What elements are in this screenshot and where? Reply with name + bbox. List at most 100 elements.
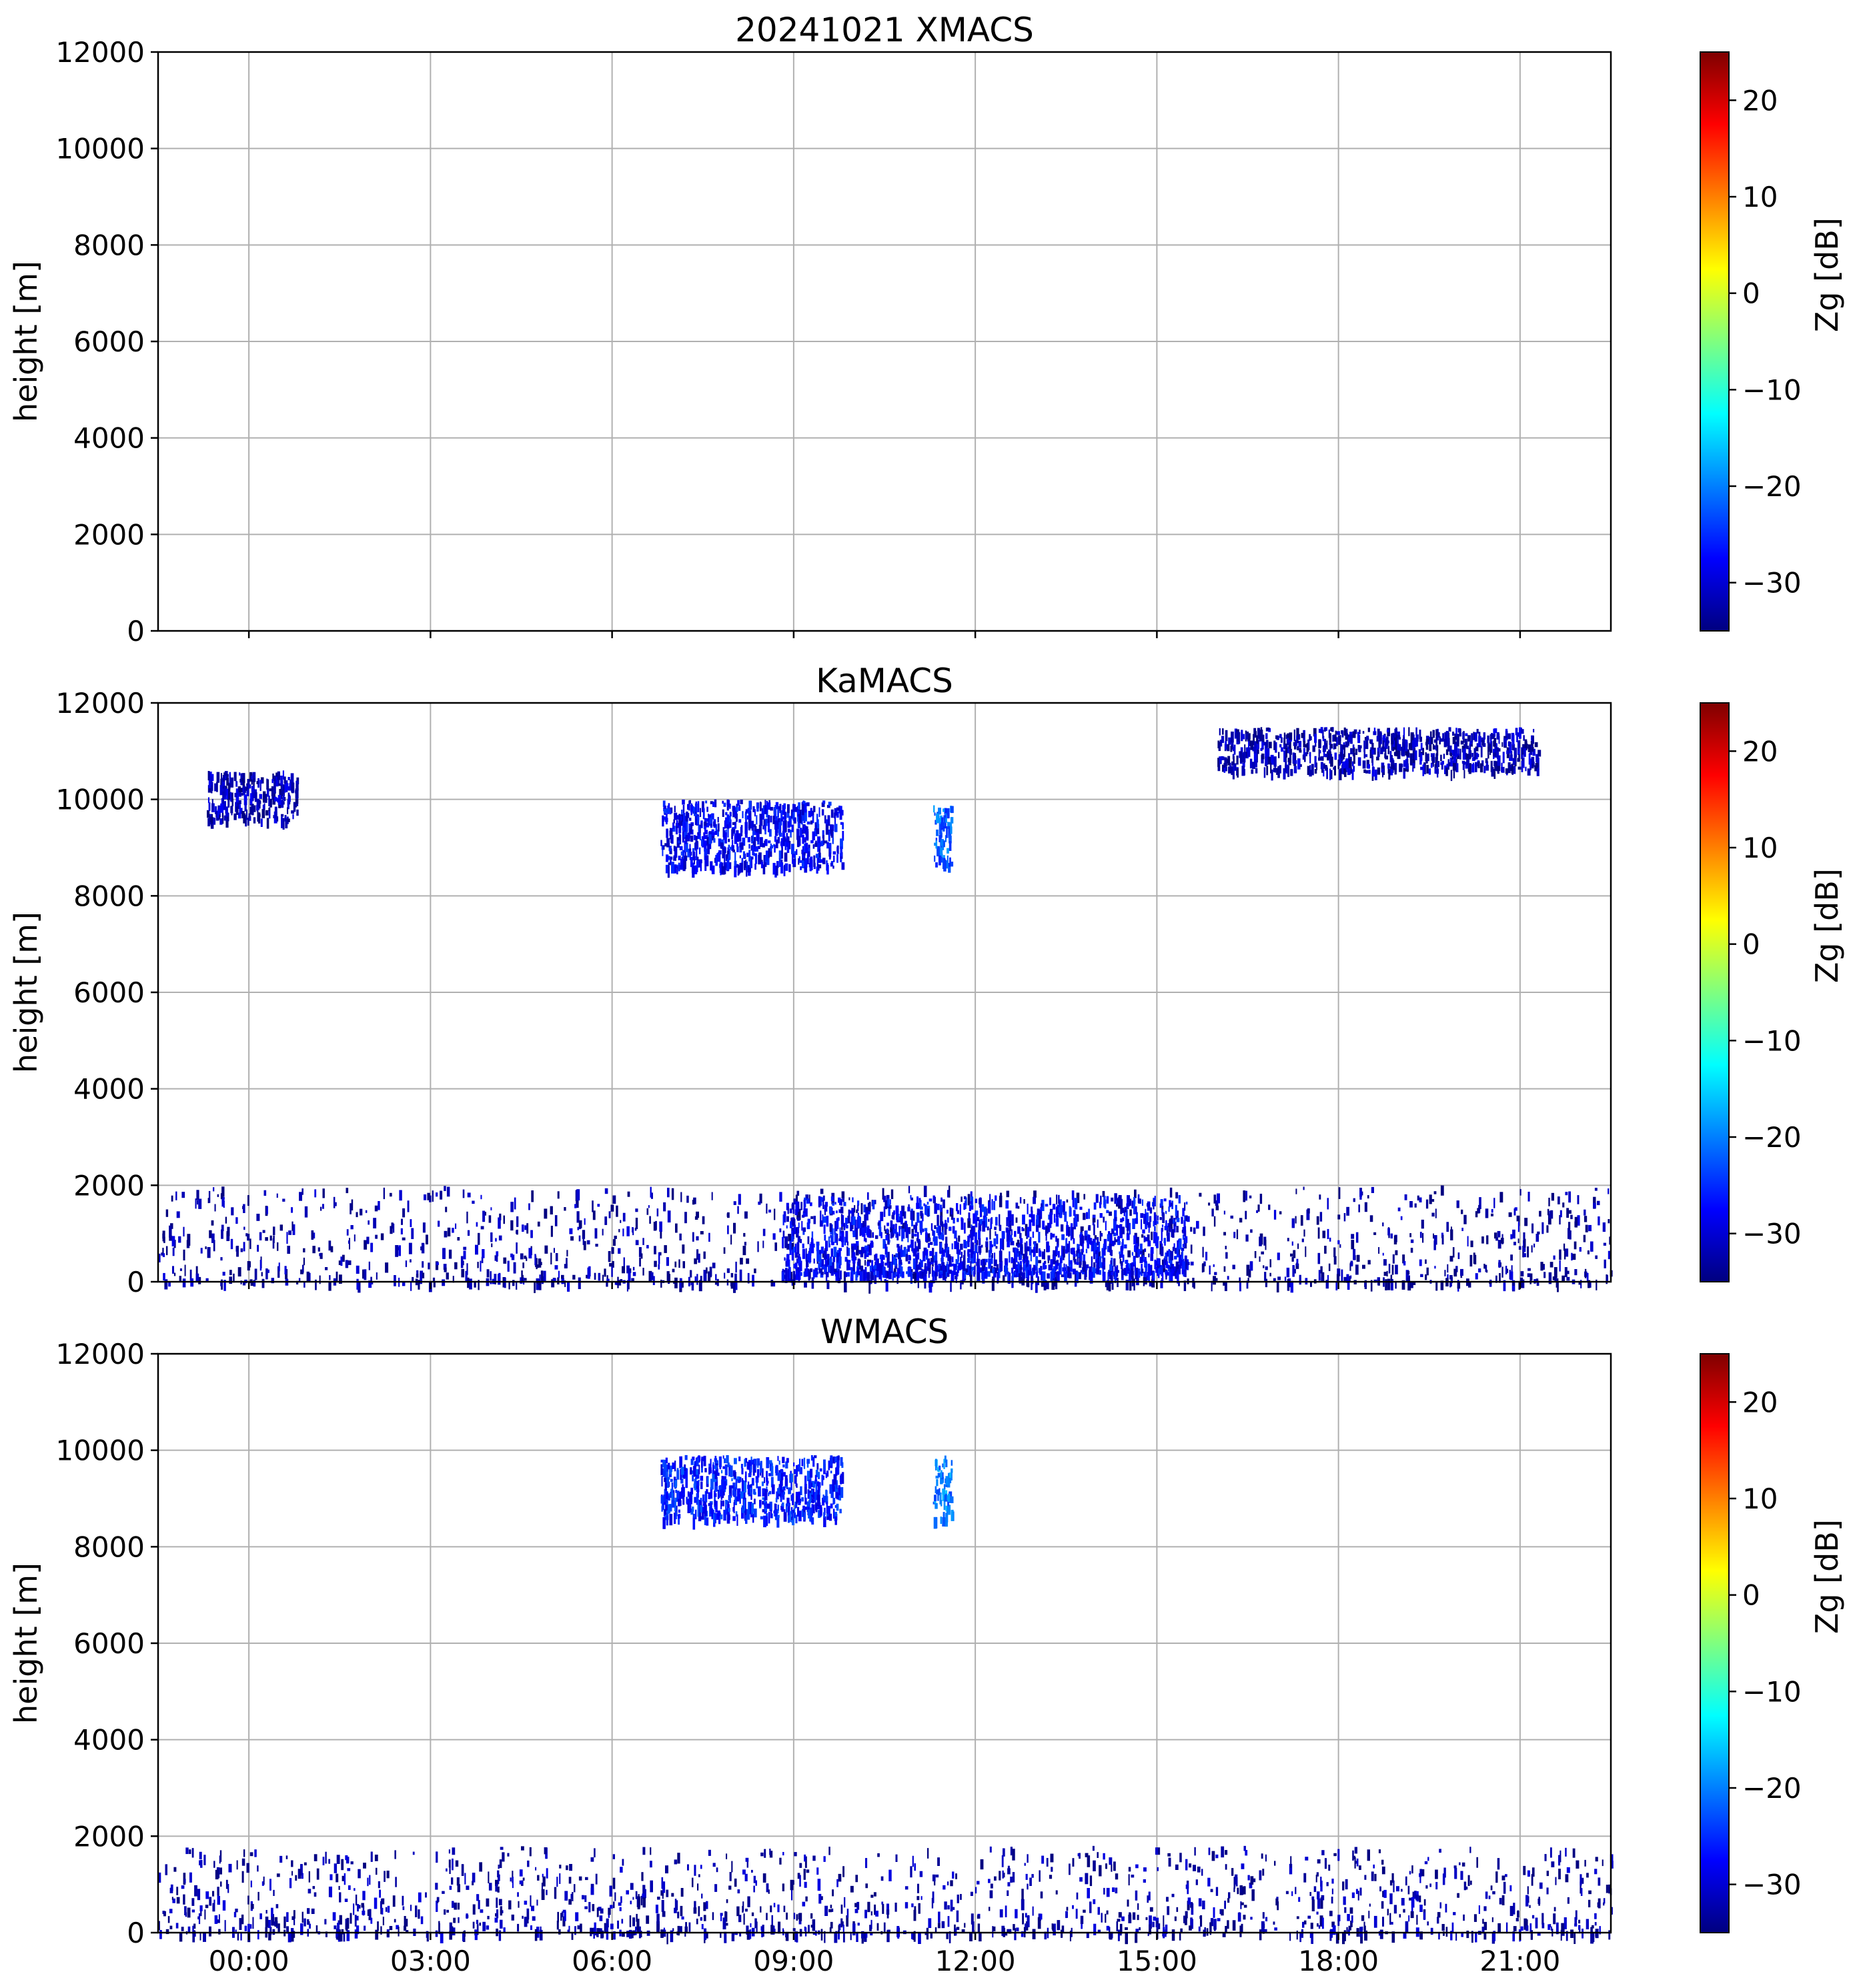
echo-pixel	[1530, 764, 1534, 769]
echo-pixel	[1383, 1272, 1387, 1276]
echo-pixel	[478, 1280, 480, 1290]
echo-pixel	[945, 1220, 947, 1226]
echo-pixel	[1527, 1192, 1530, 1202]
echo-pixel	[635, 1218, 638, 1230]
echo-pixel	[828, 1236, 830, 1248]
echo-pixel	[438, 1220, 440, 1227]
echo-pixel	[467, 1192, 471, 1198]
echo-pixel	[612, 1195, 616, 1204]
echo-pixel	[819, 1220, 823, 1227]
echo-pixel	[1170, 1258, 1173, 1267]
echo-pixel	[836, 1218, 839, 1230]
echo-pixel	[256, 781, 258, 784]
echo-pixel	[1260, 727, 1263, 732]
echo-pixel	[1525, 1895, 1529, 1907]
echo-pixel	[1041, 1271, 1043, 1281]
echo-pixel	[822, 858, 826, 864]
echo-pixel	[880, 1232, 882, 1238]
echo-pixel	[1077, 1255, 1079, 1262]
echo-pixel	[1294, 753, 1296, 757]
echo-pixel	[239, 804, 241, 814]
echo-pixel	[828, 1206, 832, 1214]
echo-pixel	[733, 1281, 736, 1293]
echo-pixel	[1049, 1197, 1051, 1206]
echo-pixel	[930, 1261, 934, 1264]
echo-pixel	[1419, 1931, 1423, 1940]
echo-pixel	[511, 1254, 515, 1260]
echo-pixel	[1510, 1234, 1513, 1240]
echo-pixel	[436, 1851, 438, 1863]
echo-pixel	[498, 1235, 502, 1241]
echo-pixel	[1107, 1234, 1110, 1242]
echo-pixel	[312, 1886, 316, 1889]
echo-pixel	[1165, 1220, 1167, 1230]
y-tick-label: 6000	[73, 325, 145, 358]
echo-pixel	[834, 1232, 837, 1243]
echo-pixel	[820, 1246, 824, 1254]
echo-pixel	[800, 828, 802, 838]
echo-pixel	[825, 824, 829, 835]
echo-pixel	[1176, 1226, 1179, 1232]
echo-pixel	[694, 814, 697, 825]
echo-pixel	[794, 1852, 797, 1857]
echo-pixel	[447, 1227, 451, 1236]
echo-pixel	[1512, 766, 1516, 774]
echo-pixel	[229, 792, 231, 802]
echo-pixel	[1160, 1246, 1164, 1256]
echo-pixel	[1225, 764, 1227, 772]
echo-pixel	[1078, 1272, 1081, 1280]
echo-pixel	[1103, 1196, 1106, 1208]
echo-pixel	[322, 1188, 325, 1198]
echo-pixel	[1121, 1198, 1123, 1210]
echo-pixel	[1074, 1198, 1078, 1210]
echo-pixel	[1157, 1215, 1159, 1220]
echo-pixel	[1064, 1267, 1067, 1271]
echo-pixel	[1393, 767, 1395, 770]
echo-pixel	[524, 1901, 528, 1905]
echo-pixel	[1519, 1188, 1521, 1196]
echo-pixel	[1528, 753, 1531, 765]
echo-pixel	[759, 802, 762, 812]
echo-pixel	[863, 1204, 866, 1212]
echo-pixel	[892, 1254, 893, 1264]
echo-pixel	[840, 1206, 844, 1214]
echo-pixel	[496, 1251, 499, 1256]
echo-pixel	[1493, 752, 1496, 757]
echo-pixel	[1035, 1222, 1039, 1232]
echo-fallstreak	[933, 805, 954, 873]
echo-pixel	[1507, 733, 1511, 740]
echo-pixel	[346, 1188, 349, 1194]
echo-pixel	[1531, 1223, 1534, 1234]
echo-pixel	[1335, 730, 1337, 742]
echo-pixel	[1099, 1256, 1102, 1268]
echo-pixel	[1306, 1209, 1310, 1220]
echo-pixel	[1391, 733, 1394, 745]
echo-pixel	[350, 1203, 352, 1214]
echo-pixel	[1330, 744, 1333, 749]
echo-pixel	[1134, 1270, 1136, 1276]
echo-pixel	[1586, 1272, 1589, 1281]
echo-pixel	[969, 1205, 971, 1211]
echo-pixel	[919, 1270, 922, 1278]
echo-pixel	[1263, 767, 1266, 778]
echo-pixel	[285, 783, 289, 791]
echo-pixel	[1552, 1276, 1556, 1280]
echo-pixel	[939, 815, 943, 824]
echo-pixel	[836, 1268, 840, 1281]
y-tick-label: 2000	[73, 518, 145, 551]
echo-pixel	[840, 1904, 843, 1914]
echo-pixel	[282, 794, 285, 799]
echo-pixel	[1539, 1210, 1541, 1217]
echo-pixel	[917, 1266, 920, 1270]
echo-pixel	[392, 1223, 395, 1233]
echo-pixel	[1461, 1228, 1463, 1231]
echo-pixel	[1035, 1266, 1038, 1271]
echo-pixel	[287, 777, 290, 780]
echo-pixel	[762, 1240, 764, 1248]
echo-pixel	[921, 1268, 923, 1274]
echo-pixel	[1353, 1248, 1356, 1260]
echo-pixel	[480, 1226, 484, 1230]
echo-pixel	[1049, 1212, 1053, 1224]
echo-pixel	[736, 843, 738, 847]
echo-pixel	[662, 815, 664, 827]
